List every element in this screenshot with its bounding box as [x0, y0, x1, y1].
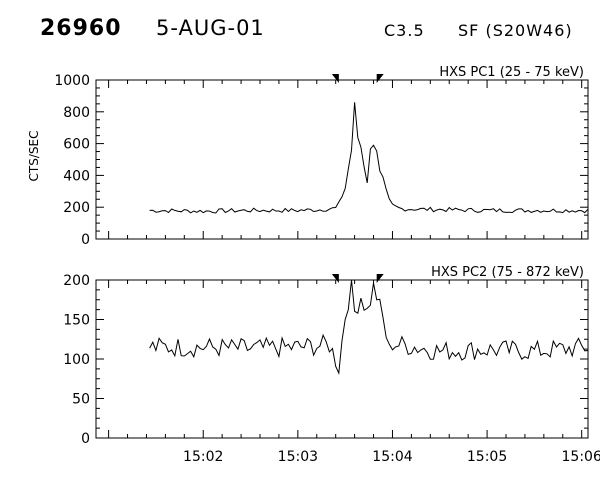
y-tick-label: 1000 — [54, 73, 90, 89]
x-tick-label: 15:03 — [278, 449, 318, 465]
y-tick-label: 800 — [63, 105, 90, 121]
y-tick-label: 600 — [63, 137, 90, 153]
series-line-2-1 — [149, 279, 589, 375]
series-line-1-1 — [149, 102, 589, 214]
x-tick-label: 15:04 — [372, 449, 412, 465]
time-marker — [331, 74, 339, 83]
y-tick-label: 400 — [63, 168, 90, 184]
flare-class: C3.5 — [384, 21, 425, 40]
y-tick-label: 50 — [72, 392, 90, 408]
y-tick-label: 0 — [81, 431, 90, 447]
panel-title-2: HXS PC2 (75 - 872 keV) — [431, 265, 584, 280]
plot-frame-2 — [95, 279, 589, 439]
flare-location: SF (S20W46) — [458, 21, 573, 40]
event-date: 5-AUG-01 — [156, 16, 265, 40]
y-tick-label: 200 — [63, 273, 90, 289]
time-marker — [376, 74, 384, 83]
time-marker — [331, 274, 339, 283]
plot-frame-1 — [95, 79, 589, 240]
panel-title-1: HXS PC1 (25 - 75 keV) — [439, 65, 584, 80]
y-tick-label: 200 — [63, 200, 90, 216]
y-tick-label: 150 — [63, 313, 90, 329]
x-tick-label: 15:05 — [467, 449, 507, 465]
event-id: 26960 — [40, 16, 122, 41]
y-tick-label: 100 — [63, 352, 90, 368]
y-tick-label: 0 — [81, 232, 90, 248]
x-tick-label: 15:06 — [562, 449, 600, 465]
time-marker — [376, 274, 384, 283]
x-tick-label: 15:02 — [183, 449, 223, 465]
